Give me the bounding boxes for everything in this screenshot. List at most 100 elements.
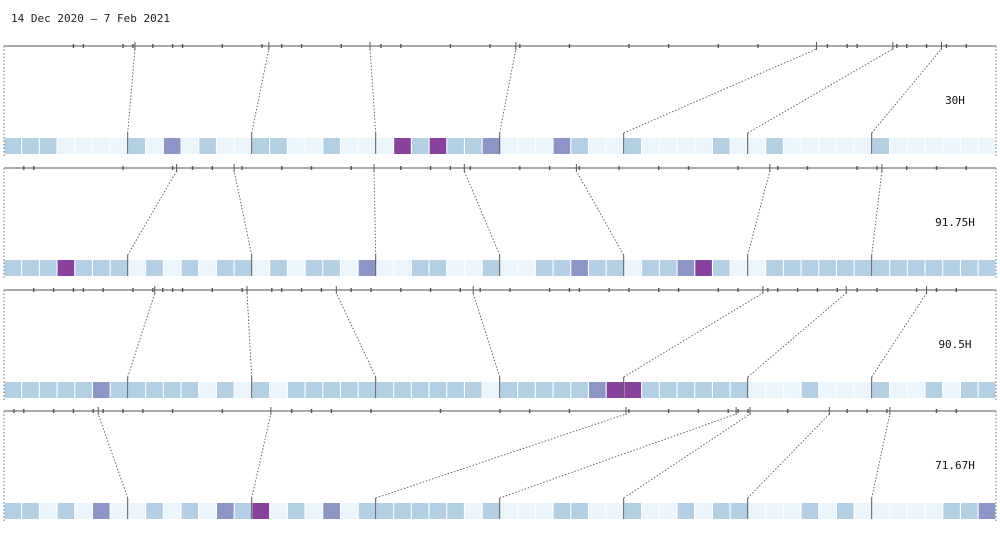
day-cell bbox=[234, 138, 252, 154]
week-connector bbox=[97, 413, 129, 499]
day-cell bbox=[713, 260, 730, 276]
week-connector bbox=[871, 170, 883, 256]
day-cell bbox=[695, 138, 712, 154]
day-cell bbox=[606, 382, 624, 398]
day-cell bbox=[571, 382, 588, 398]
day-cell bbox=[925, 260, 943, 276]
day-cell bbox=[872, 260, 890, 276]
day-cell bbox=[837, 138, 854, 154]
day-cell bbox=[57, 260, 75, 276]
day-cell bbox=[39, 503, 57, 519]
day-cell bbox=[411, 138, 429, 154]
day-cell bbox=[323, 260, 340, 276]
day-cell bbox=[890, 260, 907, 276]
week-connector bbox=[747, 413, 830, 499]
day-cell bbox=[801, 382, 819, 398]
day-cell bbox=[907, 503, 925, 519]
day-cell bbox=[659, 260, 677, 276]
day-cell bbox=[783, 382, 801, 398]
day-cell bbox=[163, 138, 181, 154]
day-cell bbox=[4, 382, 22, 398]
day-cell bbox=[978, 138, 996, 154]
day-cell bbox=[854, 260, 872, 276]
day-cell bbox=[819, 260, 836, 276]
day-cell bbox=[287, 260, 305, 276]
day-cell bbox=[181, 382, 199, 398]
day-cell bbox=[93, 382, 110, 398]
week-connector bbox=[472, 292, 501, 378]
day-cell bbox=[961, 260, 978, 276]
day-cell bbox=[872, 382, 890, 398]
day-cell bbox=[978, 260, 996, 276]
day-cell bbox=[270, 260, 287, 276]
day-cell bbox=[890, 503, 907, 519]
day-cell bbox=[571, 260, 588, 276]
day-cell bbox=[872, 503, 890, 519]
day-cell bbox=[57, 138, 75, 154]
week-connector bbox=[251, 413, 272, 499]
week-connector bbox=[871, 292, 927, 378]
day-cell bbox=[394, 138, 411, 154]
day-cell bbox=[518, 503, 535, 519]
day-cell bbox=[766, 503, 783, 519]
week-connector bbox=[375, 413, 627, 499]
day-cell bbox=[199, 503, 216, 519]
day-cell bbox=[181, 260, 199, 276]
day-cell bbox=[907, 260, 925, 276]
day-cell bbox=[93, 260, 110, 276]
day-cell bbox=[358, 138, 376, 154]
day-cell bbox=[305, 138, 323, 154]
day-cell bbox=[234, 382, 252, 398]
day-cell bbox=[695, 382, 712, 398]
day-cell bbox=[323, 382, 340, 398]
day-cell bbox=[606, 260, 624, 276]
day-cell bbox=[429, 260, 447, 276]
week-connector bbox=[246, 292, 253, 378]
day-cell bbox=[411, 382, 429, 398]
day-cell bbox=[4, 503, 22, 519]
day-cell bbox=[465, 503, 482, 519]
day-cell bbox=[925, 503, 943, 519]
day-cell bbox=[75, 503, 92, 519]
day-cell bbox=[518, 138, 535, 154]
day-cell bbox=[270, 382, 287, 398]
day-cell bbox=[482, 260, 500, 276]
week-connector bbox=[463, 170, 501, 256]
day-cell bbox=[642, 503, 659, 519]
day-cell bbox=[642, 382, 659, 398]
day-cell bbox=[695, 503, 712, 519]
week-connector bbox=[747, 292, 847, 378]
day-cell bbox=[341, 138, 358, 154]
week-connector bbox=[369, 48, 377, 134]
day-cell bbox=[305, 382, 323, 398]
day-cell bbox=[535, 138, 553, 154]
day-cell bbox=[925, 382, 943, 398]
day-cell bbox=[659, 382, 677, 398]
day-cell bbox=[819, 138, 836, 154]
day-cell bbox=[535, 260, 553, 276]
day-cell bbox=[376, 138, 394, 154]
day-cell bbox=[571, 138, 588, 154]
day-cell bbox=[837, 503, 854, 519]
day-cell bbox=[553, 503, 571, 519]
day-cell bbox=[907, 138, 925, 154]
day-cell bbox=[482, 138, 500, 154]
day-cell bbox=[553, 382, 571, 398]
week-connector bbox=[747, 48, 894, 134]
day-cell bbox=[429, 382, 447, 398]
day-cell bbox=[57, 503, 75, 519]
row-total-label: 30H bbox=[945, 94, 965, 107]
day-cell bbox=[854, 382, 872, 398]
day-cell bbox=[943, 138, 960, 154]
week-connector bbox=[499, 413, 737, 499]
row-total-label: 91.75H bbox=[935, 216, 975, 229]
day-cell bbox=[907, 382, 925, 398]
day-cell bbox=[872, 138, 890, 154]
day-cell bbox=[181, 503, 199, 519]
day-cell bbox=[589, 503, 606, 519]
day-cell bbox=[394, 382, 411, 398]
day-cell bbox=[217, 382, 234, 398]
row-total-label: 90.5H bbox=[938, 338, 971, 351]
day-cell bbox=[341, 503, 358, 519]
day-cell bbox=[358, 503, 376, 519]
